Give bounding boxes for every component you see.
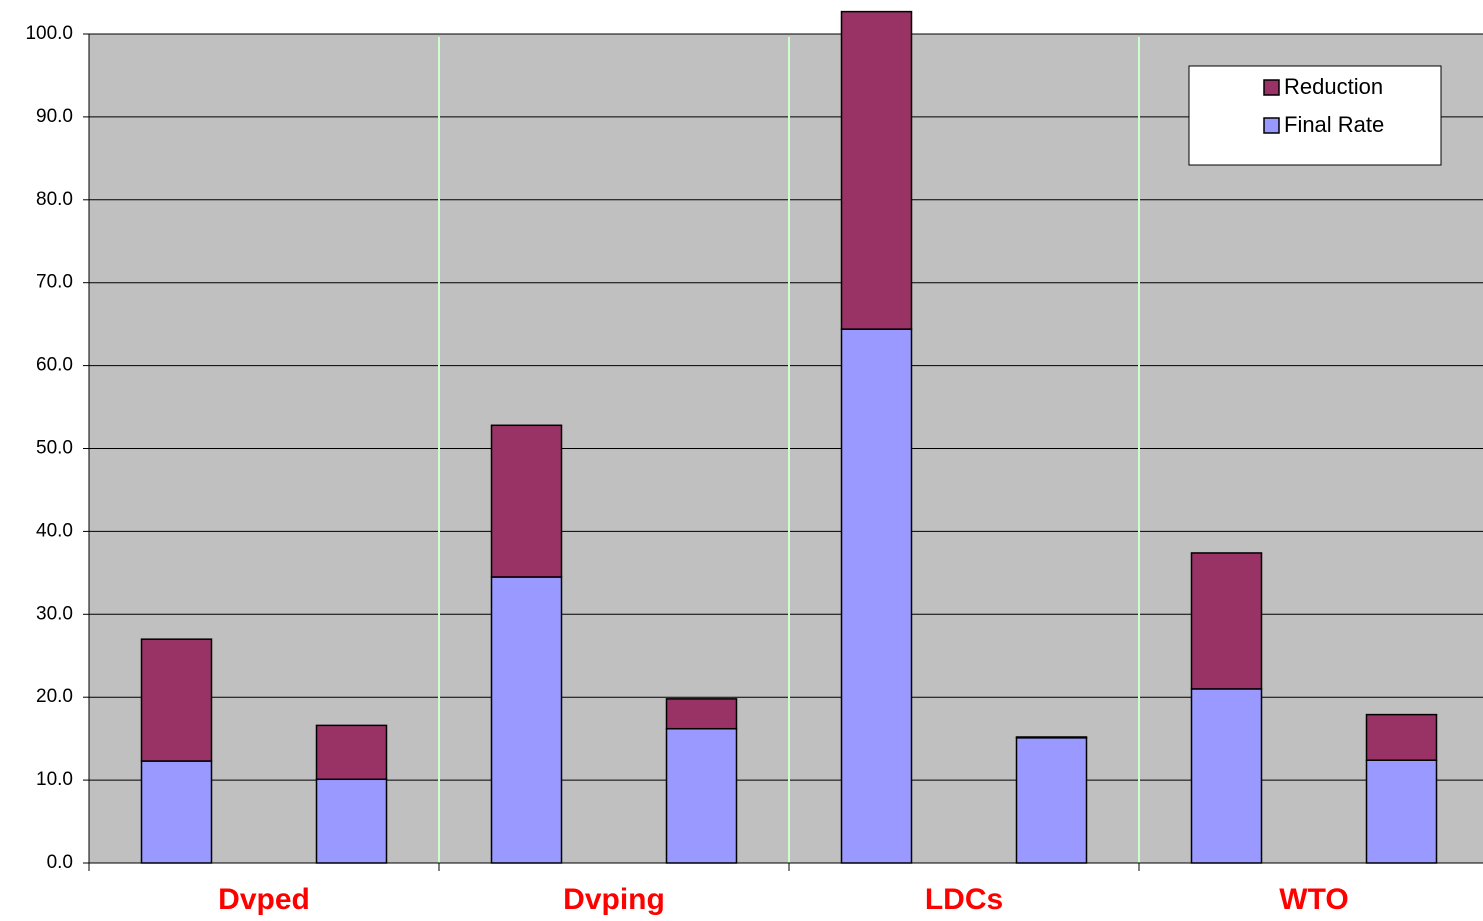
y-tick-label: 20.0 [36, 686, 73, 707]
y-tick-label: 30.0 [36, 603, 73, 624]
bar-segment [665, 727, 738, 864]
y-tick-label: 90.0 [36, 106, 73, 127]
bar-segment [840, 328, 913, 864]
bar-segment [140, 760, 213, 864]
legend-box [1188, 65, 1442, 166]
bar-segment [140, 638, 213, 762]
legend-label: Reduction [1284, 74, 1383, 99]
bar-segment [490, 424, 563, 578]
y-tick-label: 10.0 [36, 769, 73, 790]
y-tick-label: 60.0 [36, 355, 73, 376]
y-tick-label: 100.0 [25, 23, 73, 44]
y-tick-label: 40.0 [36, 520, 73, 541]
legend-label: Final Rate [1284, 112, 1384, 137]
y-tick-label: 50.0 [36, 438, 73, 459]
legend-swatch [1263, 117, 1280, 134]
y-tick-label: 80.0 [36, 189, 73, 210]
bar-segment [1365, 759, 1438, 864]
y-tick-label: 70.0 [36, 272, 73, 293]
bar-segment [1015, 736, 1088, 739]
group-label: WTO [1279, 883, 1348, 916]
y-tick-label: 0.0 [47, 852, 73, 873]
group-label: Dvping [563, 883, 665, 916]
bar-segment [490, 576, 563, 864]
bar-segment [1190, 552, 1263, 690]
bar-segment [315, 724, 388, 781]
bar-segment [665, 698, 738, 730]
bar-segment [1015, 737, 1088, 864]
bar-segment [840, 10, 913, 330]
bar-segment [315, 778, 388, 864]
bar-segment [1190, 688, 1263, 864]
group-label: Dvped [218, 883, 310, 916]
group-label: LDCs [925, 883, 1003, 916]
bar-segment [1365, 713, 1438, 761]
legend-swatch [1263, 79, 1280, 96]
